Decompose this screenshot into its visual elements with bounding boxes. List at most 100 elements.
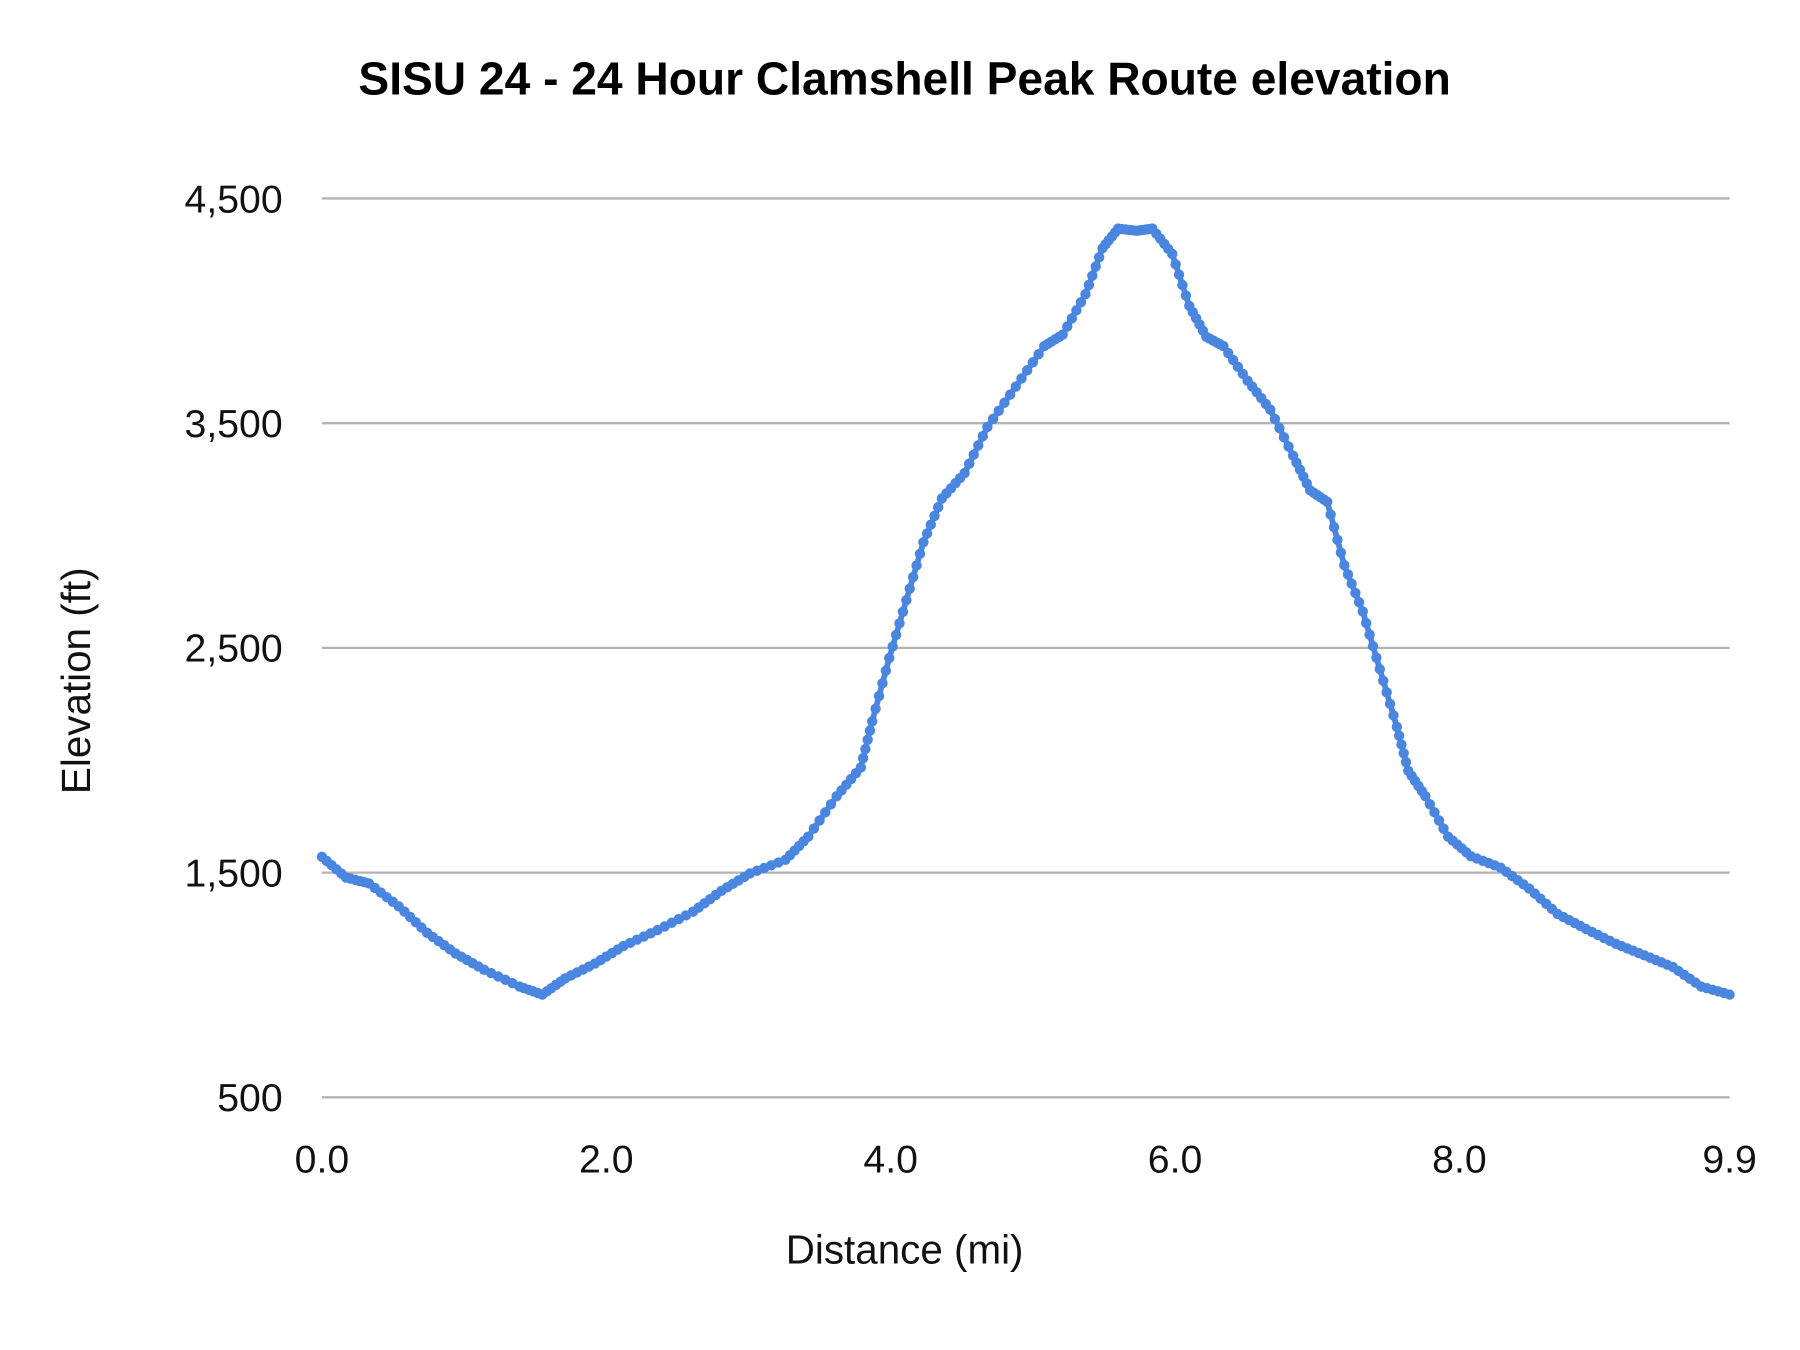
line-marker: [993, 405, 1004, 417]
data-point: [1339, 559, 1350, 571]
line-marker: [968, 449, 979, 460]
data-point: [1357, 606, 1368, 617]
line-marker: [808, 823, 820, 834]
line-marker: [1090, 261, 1101, 272]
line-marker: [894, 618, 905, 629]
line-marker: [1083, 279, 1095, 291]
line-marker: [870, 703, 881, 714]
line-marker: [1328, 521, 1340, 533]
line-marker: [1093, 252, 1105, 263]
data-point: [959, 467, 970, 479]
line-marker: [921, 528, 933, 539]
line-marker: [1335, 547, 1347, 558]
line-marker: [1429, 807, 1440, 818]
line-marker: [1396, 739, 1407, 750]
line-marker: [1332, 534, 1343, 546]
line-marker: [862, 734, 873, 745]
data-point: [1724, 989, 1735, 1000]
line-marker: [977, 431, 989, 442]
line-marker: [1180, 290, 1192, 301]
data-point: [1265, 404, 1276, 415]
line-marker: [1398, 748, 1409, 759]
line-marker: [877, 678, 888, 689]
line-marker: [987, 413, 999, 425]
line-marker: [1433, 815, 1445, 826]
line-marker: [925, 519, 936, 530]
line-marker: [904, 583, 915, 594]
data-point: [884, 652, 895, 664]
line-marker: [1360, 617, 1372, 629]
line-marker: [1424, 799, 1436, 810]
chart-title: SISU 24 - 24 Hour Clamshell Peak Route e…: [358, 53, 1450, 105]
y-tick-label: 500: [217, 1076, 282, 1120]
gridlines: [321, 197, 1730, 1099]
line-marker: [1062, 321, 1073, 332]
line-marker: [1075, 297, 1087, 308]
line-marker: [1269, 413, 1281, 425]
data-point: [1374, 664, 1386, 675]
line-marker: [1027, 357, 1039, 368]
data-point: [1080, 288, 1091, 300]
line-marker: [873, 690, 885, 702]
line-marker: [1278, 432, 1290, 443]
y-tick-label: 3,500: [185, 402, 283, 446]
line-marker: [1021, 365, 1033, 376]
line-marker: [860, 743, 871, 755]
line-marker: [907, 571, 919, 583]
data-point: [918, 537, 929, 548]
line-marker: [1393, 730, 1405, 741]
line-marker: [1274, 422, 1285, 434]
line-marker: [963, 458, 975, 470]
line-marker: [1378, 675, 1389, 686]
data-point: [1167, 248, 1178, 260]
x-tick-label: 2.0: [579, 1137, 634, 1181]
data-point: [1010, 381, 1022, 392]
data-point: [867, 716, 878, 727]
y-tick-label: 2,500: [185, 627, 283, 671]
line-marker: [820, 807, 831, 818]
line-marker: [880, 665, 892, 676]
data-point: [1057, 329, 1068, 340]
x-tick-label: 4.0: [863, 1137, 918, 1181]
data-point: [1322, 496, 1333, 508]
line-marker: [814, 815, 825, 826]
line-marker: [1384, 698, 1396, 710]
x-axis-ticks: 0.0 2.0 4.0 6.0 8.0 9.9: [295, 1137, 1757, 1181]
line-marker: [1381, 687, 1392, 698]
data-point: [803, 831, 814, 842]
line-marker: [1173, 269, 1185, 280]
y-tick-label: 1,500: [185, 851, 283, 895]
line-marker: [1283, 441, 1294, 452]
x-tick-label: 6.0: [1148, 1137, 1203, 1181]
data-point: [855, 762, 867, 773]
line-marker: [1353, 597, 1365, 608]
y-axis-label: Elevation (ft): [53, 567, 99, 794]
line-marker: [1367, 640, 1379, 652]
line-marker: [1388, 710, 1399, 721]
y-axis-ticks: 500 1,500 2,500 3,500 4,500: [185, 177, 283, 1120]
line-marker: [929, 510, 940, 522]
line-marker: [887, 641, 898, 652]
line-marker: [1004, 389, 1016, 400]
line-marker: [932, 502, 944, 513]
line-marker: [864, 725, 876, 736]
x-tick-label: 9.9: [1702, 1137, 1757, 1181]
line-marker: [973, 440, 984, 451]
line-marker: [999, 397, 1010, 408]
line-marker: [1016, 373, 1027, 384]
data-point: [901, 595, 912, 606]
line-marker: [1087, 270, 1098, 281]
line-marker: [1066, 313, 1078, 324]
line-marker: [1371, 652, 1382, 663]
line-marker: [914, 548, 926, 560]
line-marker: [1033, 348, 1044, 360]
line-marker: [1170, 259, 1181, 270]
line-marker: [1071, 305, 1082, 316]
line-marker: [1350, 587, 1361, 599]
x-tick-label: 8.0: [1432, 1137, 1487, 1181]
line-marker: [825, 799, 837, 810]
data-point: [1420, 791, 1431, 802]
line-marker: [1438, 823, 1449, 834]
series-elevation: [316, 223, 1735, 1000]
